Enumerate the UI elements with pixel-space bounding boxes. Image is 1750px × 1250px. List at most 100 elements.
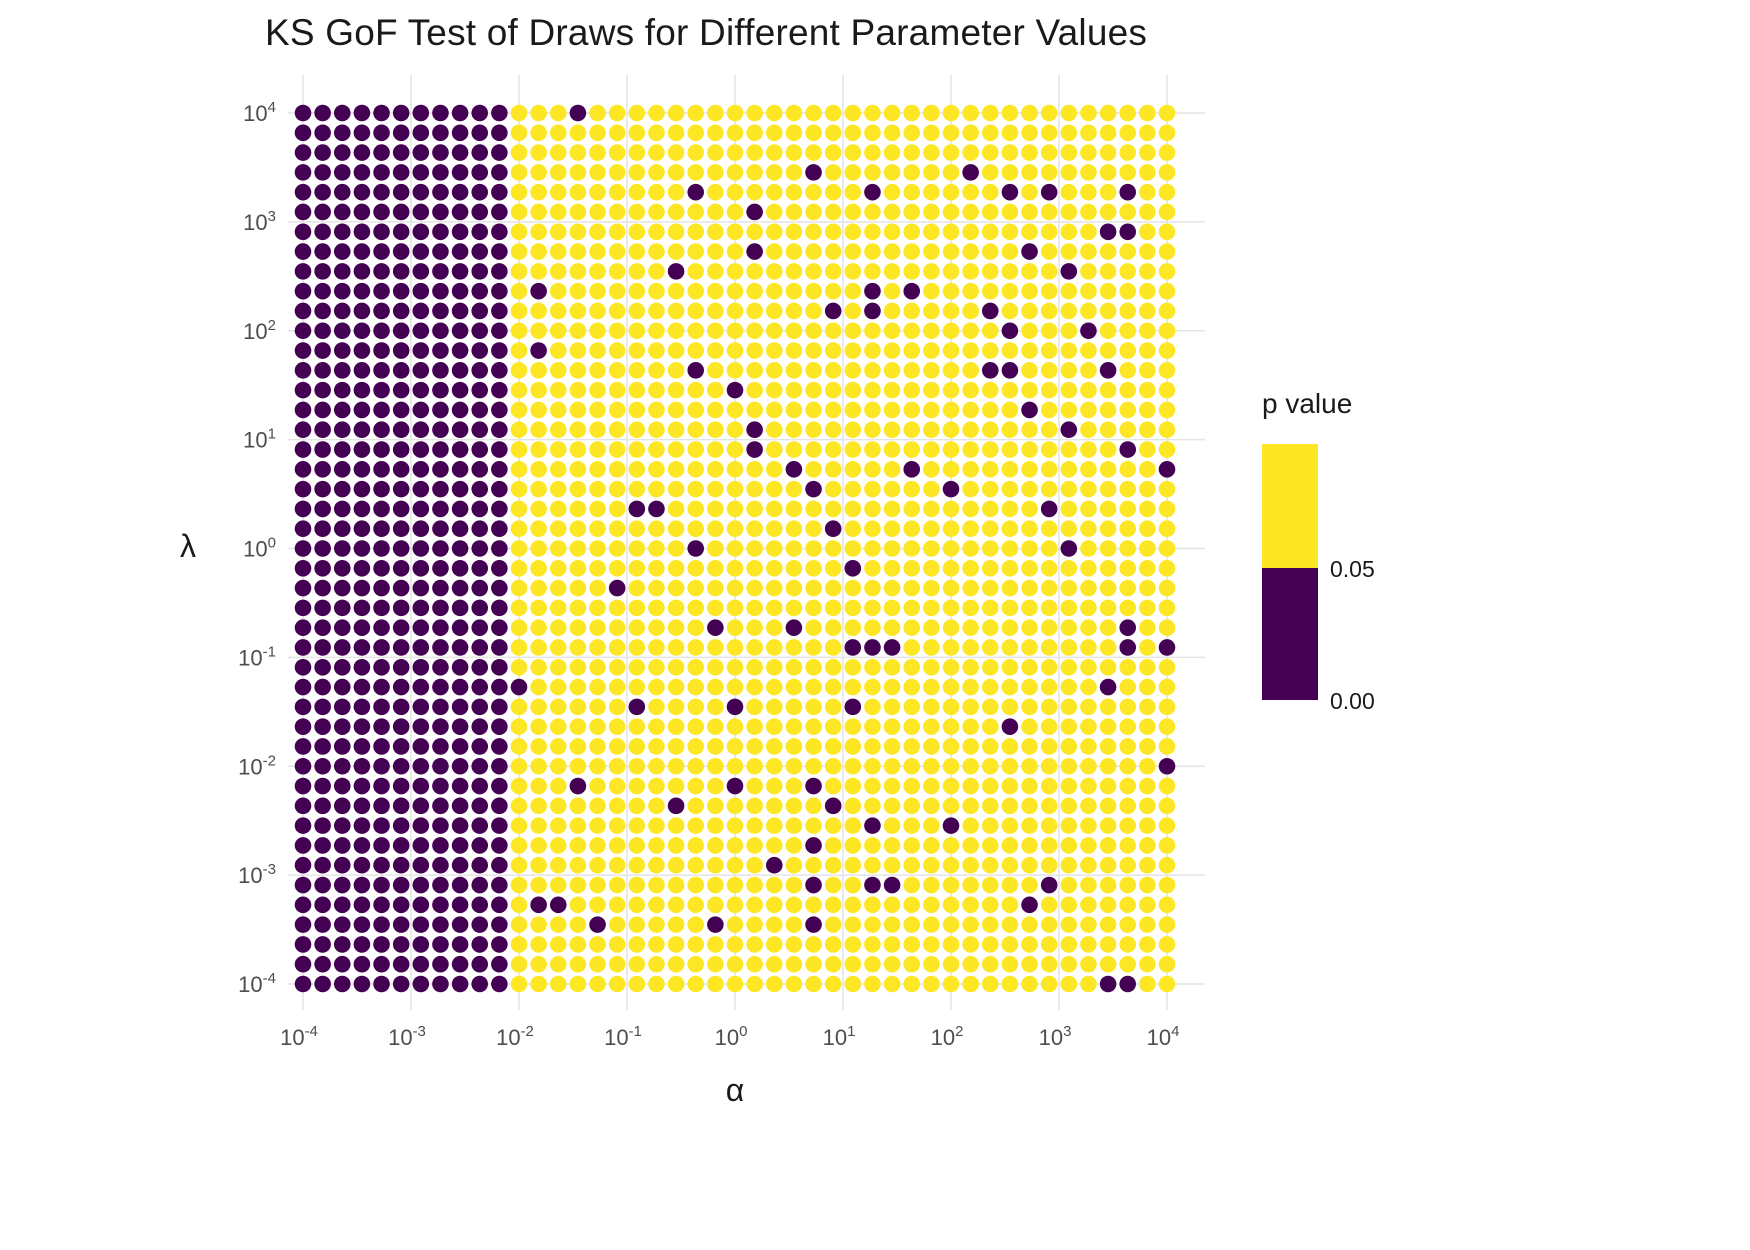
data-point xyxy=(1040,441,1058,458)
data-point xyxy=(530,837,547,854)
data-point xyxy=(608,243,626,260)
data-point xyxy=(294,599,312,617)
data-point xyxy=(844,441,862,458)
data-point xyxy=(589,144,606,161)
data-point xyxy=(824,658,842,676)
data-point xyxy=(687,362,705,379)
data-point xyxy=(844,599,862,617)
data-point xyxy=(883,955,901,973)
data-point xyxy=(491,322,508,340)
data-point xyxy=(451,401,469,419)
data-point xyxy=(923,975,940,993)
data-point xyxy=(1139,559,1156,577)
data-point xyxy=(883,559,901,577)
data-point xyxy=(628,461,646,478)
data-point xyxy=(962,856,979,874)
data-point xyxy=(451,579,469,597)
data-point xyxy=(1099,936,1117,953)
data-point xyxy=(707,896,724,914)
data-point xyxy=(1139,896,1156,914)
data-point xyxy=(1119,183,1137,201)
data-point xyxy=(1119,797,1137,815)
data-point xyxy=(314,599,331,617)
data-point xyxy=(864,480,881,498)
data-point xyxy=(765,817,783,834)
data-point xyxy=(726,480,744,498)
data-point xyxy=(942,480,960,498)
data-point xyxy=(412,421,430,439)
data-point xyxy=(903,658,921,676)
data-point xyxy=(1139,480,1156,498)
data-point xyxy=(569,282,587,300)
data-point xyxy=(746,955,763,973)
data-point xyxy=(1021,639,1038,656)
data-point xyxy=(923,856,940,874)
data-point xyxy=(981,599,999,617)
data-point xyxy=(471,223,489,241)
data-point xyxy=(981,876,999,894)
data-point xyxy=(942,362,960,379)
data-point xyxy=(805,302,822,320)
data-point xyxy=(628,698,646,716)
data-point xyxy=(1021,718,1038,735)
data-point xyxy=(392,500,410,518)
data-point xyxy=(294,461,312,478)
data-point xyxy=(667,916,685,933)
data-point xyxy=(530,144,547,161)
data-point xyxy=(805,698,822,716)
data-point xyxy=(1040,678,1058,696)
data-point xyxy=(1001,243,1019,260)
data-point xyxy=(667,461,685,478)
data-point xyxy=(491,421,508,439)
data-point xyxy=(805,856,822,874)
data-point xyxy=(1099,955,1117,973)
data-point xyxy=(687,540,705,557)
data-point xyxy=(294,480,312,498)
legend-color-low xyxy=(1262,567,1318,700)
data-point xyxy=(1001,540,1019,557)
data-point xyxy=(549,302,567,320)
data-point xyxy=(923,500,940,518)
data-point xyxy=(628,322,646,340)
data-point xyxy=(687,164,705,181)
data-point xyxy=(962,916,979,933)
data-point xyxy=(981,302,999,320)
data-point xyxy=(648,401,665,419)
data-point xyxy=(530,243,547,260)
data-point xyxy=(432,461,449,478)
data-point xyxy=(432,164,449,181)
data-point xyxy=(1001,441,1019,458)
data-point xyxy=(1040,124,1058,142)
data-point xyxy=(1021,856,1038,874)
data-point xyxy=(451,599,469,617)
data-point xyxy=(451,936,469,953)
data-point xyxy=(687,876,705,894)
data-point xyxy=(1060,599,1078,617)
data-point xyxy=(608,282,626,300)
data-point xyxy=(451,282,469,300)
data-point xyxy=(549,540,567,557)
data-point xyxy=(314,164,331,181)
data-point xyxy=(824,104,842,122)
data-point xyxy=(432,837,449,854)
data-point xyxy=(746,817,763,834)
data-point xyxy=(392,421,410,439)
data-point xyxy=(530,480,547,498)
data-point xyxy=(1080,540,1097,557)
data-point xyxy=(1021,936,1038,953)
data-point xyxy=(549,797,567,815)
data-point xyxy=(1021,421,1038,439)
data-point xyxy=(628,579,646,597)
data-point xyxy=(392,619,410,636)
data-point xyxy=(667,619,685,636)
data-point xyxy=(707,540,724,557)
data-point xyxy=(549,500,567,518)
data-point xyxy=(981,738,999,755)
data-point xyxy=(353,144,371,161)
data-point xyxy=(785,441,803,458)
data-point xyxy=(805,738,822,755)
data-point xyxy=(844,421,862,439)
data-point xyxy=(333,579,351,597)
data-point xyxy=(392,401,410,419)
data-point xyxy=(687,342,705,359)
